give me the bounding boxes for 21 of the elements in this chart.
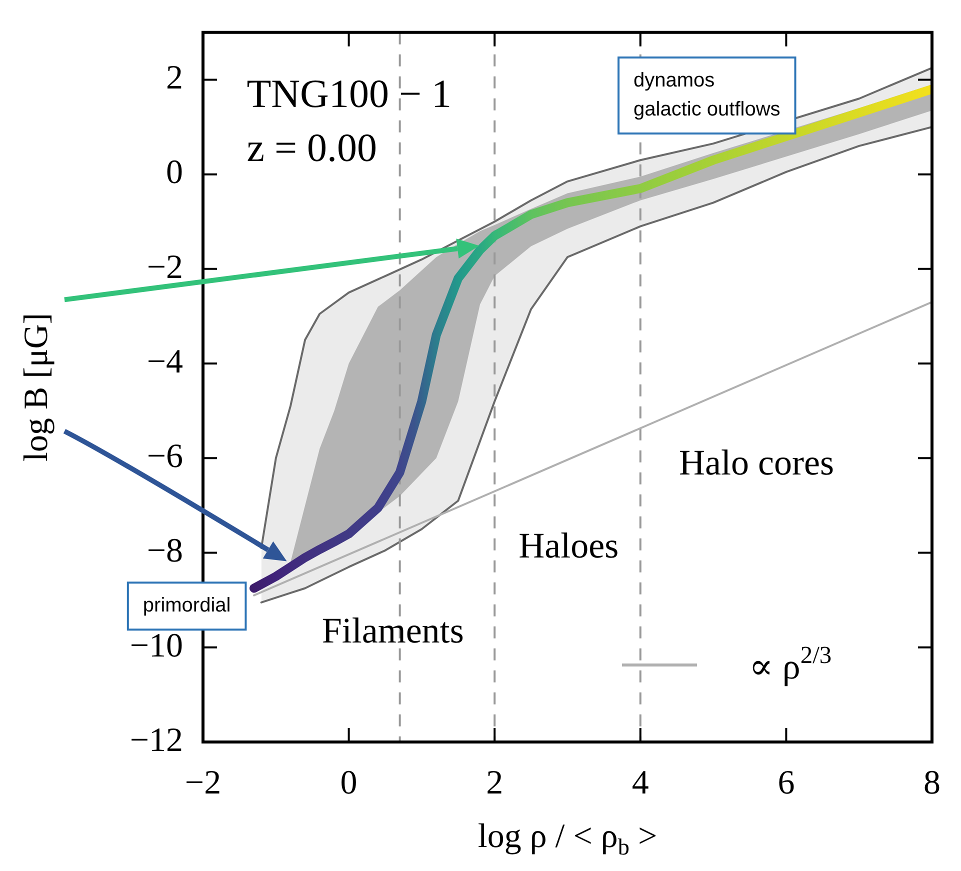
y-tick-label: −12 [130,722,183,759]
x-tick-label: 2 [486,764,504,802]
x-tick-label: 0 [340,764,358,802]
y-tick-label: −2 [146,248,183,286]
x-tick-label: 8 [924,764,940,802]
annotation: primordial [142,594,231,617]
annotation: z = 0.00 [246,125,378,170]
annotation: Filaments [322,610,464,651]
x-tick-label: 4 [632,764,649,802]
y-tick-label: 0 [166,154,183,192]
y-tick-label: −10 [130,627,183,664]
annotation: Haloes [518,525,619,566]
annotation: dynamos galactic outflows [634,69,780,120]
y-tick-label: −8 [146,532,183,570]
y-tick-label: −6 [146,438,183,476]
y-tick-label: −4 [146,343,183,380]
annotation: Halo cores [679,442,834,483]
x-tick-label: 6 [778,764,795,802]
y-tick-label: 2 [166,60,183,97]
y-axis-title: log B [μG] [18,312,55,462]
annotation: TNG100 − 1 [246,70,452,116]
